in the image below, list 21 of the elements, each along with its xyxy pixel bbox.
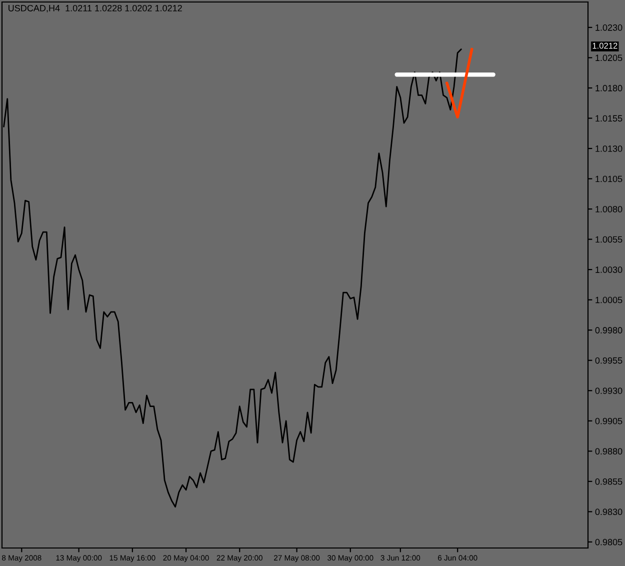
y-tick-label: 1.0155 <box>596 115 622 122</box>
y-tick-label: 1.0105 <box>596 176 622 182</box>
y-tick-label: 1.0130 <box>596 145 622 152</box>
chart-title: USDCAD,H4 1.0211 1.0228 1.0202 1.0212 <box>8 4 182 12</box>
y-tick-label: 0.9905 <box>595 418 622 424</box>
y-tick-label: 1.0030 <box>596 266 622 273</box>
y-tick-label: 1.0180 <box>596 84 622 92</box>
y-tick-label: 0.9930 <box>595 388 622 394</box>
y-tick-label: 0.9980 <box>595 327 622 334</box>
y-tick-label: 1.0005 <box>596 296 622 304</box>
y-tick-label: 0.9955 <box>595 357 622 364</box>
y-tick-label: 1.0080 <box>596 206 622 212</box>
y-tick-label: 0.9805 <box>595 538 622 546</box>
y-tick-label: 0.9855 <box>595 478 622 485</box>
line-series <box>445 48 474 118</box>
y-tick-label: 0.9830 <box>595 508 622 516</box>
y-tick-label: 1.0055 <box>596 236 622 243</box>
y-tick-label: 0.9880 <box>595 448 622 455</box>
text: 1.0212 <box>592 42 618 49</box>
y-tick-label: 1.0205 <box>596 54 622 62</box>
y-tick-label: 1.0230 <box>596 24 622 31</box>
